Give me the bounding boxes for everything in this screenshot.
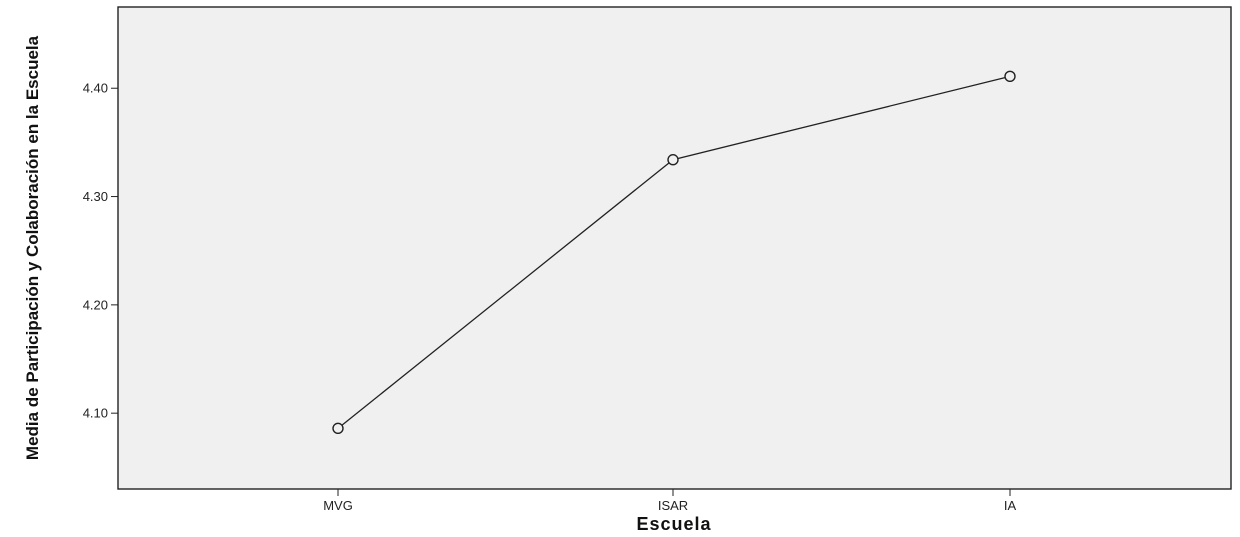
x-tick-label: ISAR (658, 498, 688, 513)
plot-area (117, 6, 1232, 490)
data-point (667, 154, 679, 166)
x-axis: MVG ISAR IA (323, 489, 1016, 513)
y-axis-title: Media de Participación y Colaboración en… (23, 35, 42, 460)
y-tick-label: 4.30 (83, 189, 108, 204)
x-tick-label: IA (1004, 498, 1017, 513)
data-point (332, 422, 344, 435)
data-points (332, 70, 1016, 435)
y-tick-label: 4.40 (83, 81, 108, 96)
data-point (1004, 70, 1016, 83)
y-axis: 4.10 4.20 4.30 4.40 (83, 81, 118, 421)
x-tick-label: MVG (323, 498, 353, 513)
y-tick-label: 4.20 (83, 297, 108, 312)
y-tick-label: 4.10 (83, 406, 108, 421)
x-axis-title: Escuela (636, 514, 711, 534)
